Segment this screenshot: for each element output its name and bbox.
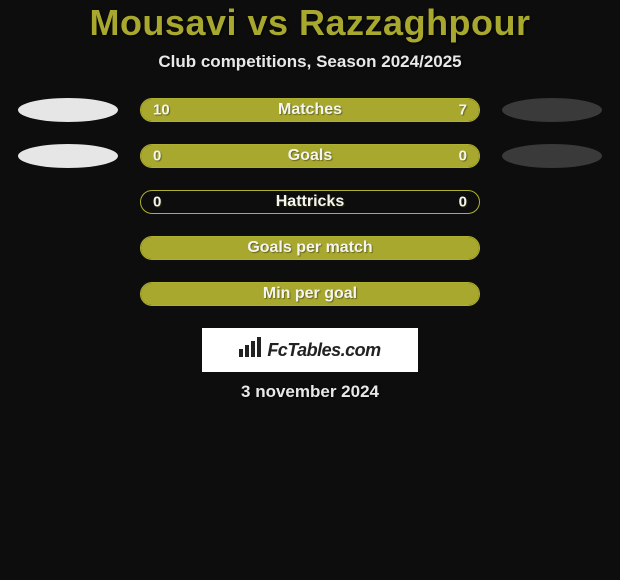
stat-right-value: 0 [459, 194, 467, 211]
stat-rows: 10Matches7 0Goals0 0Hattricks0 Goals per ma… [0, 98, 620, 306]
player-left-oval [18, 98, 118, 122]
comparison-card: Mousavi vs Razzaghpour Club competitions… [0, 0, 620, 402]
stat-label: Hattricks [141, 193, 479, 211]
bar-fill-left [141, 145, 310, 167]
chart-icon [239, 337, 261, 363]
bar-fill-left [141, 237, 479, 259]
brand-text: FcTables.com [267, 340, 380, 361]
stat-bar: Goals per match [140, 236, 480, 260]
player-right-oval [502, 144, 602, 168]
player-right-oval [502, 98, 602, 122]
stat-row: Goals per match [0, 236, 620, 260]
stat-bar: Min per goal [140, 282, 480, 306]
subtitle: Club competitions, Season 2024/2025 [0, 52, 620, 72]
stat-row: Min per goal [0, 282, 620, 306]
bar-fill-right [310, 145, 479, 167]
stat-bar: 0Goals0 [140, 144, 480, 168]
bar-fill-left [141, 99, 340, 121]
bar-fill-left [141, 283, 479, 305]
date-label: 3 november 2024 [0, 382, 620, 402]
brand-logo[interactable]: FcTables.com [202, 328, 418, 372]
stat-row: 0Goals0 [0, 144, 620, 168]
bar-fill-right [340, 99, 479, 121]
stat-bar: 0Hattricks0 [140, 190, 480, 214]
stat-left-value: 0 [153, 194, 161, 211]
stat-row: 10Matches7 [0, 98, 620, 122]
stat-row: 0Hattricks0 [0, 190, 620, 214]
player-left-oval [18, 144, 118, 168]
page-title: Mousavi vs Razzaghpour [0, 2, 620, 44]
stat-bar: 10Matches7 [140, 98, 480, 122]
